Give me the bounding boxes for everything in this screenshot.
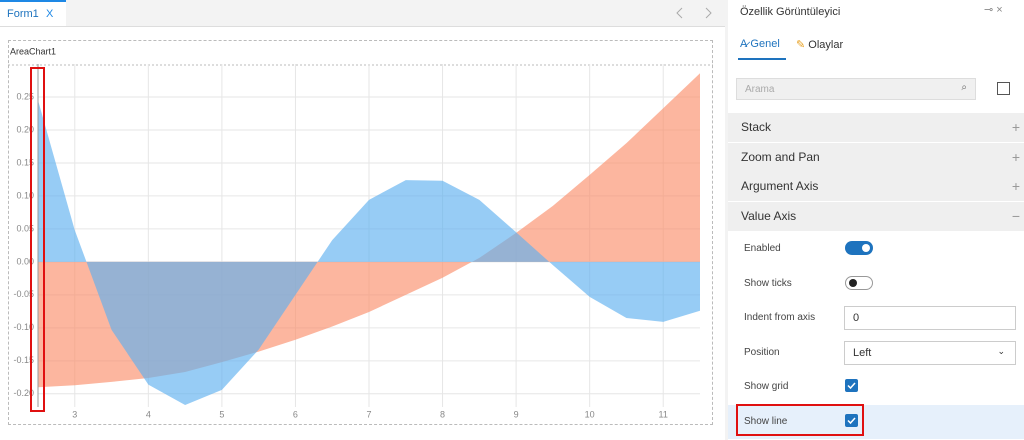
section-label: Stack: [741, 120, 772, 134]
property-row: Show grid: [728, 370, 1024, 404]
property-label: Position: [744, 346, 780, 358]
x-tick-label: 9: [514, 409, 519, 419]
property-row: Show line: [728, 404, 1024, 439]
property-row: Position Left ⌄: [728, 336, 1024, 370]
tab-close[interactable]: X: [46, 8, 54, 20]
x-tick-label: 10: [585, 409, 595, 419]
tab-label: Genel: [750, 38, 780, 50]
chart-title: AreaChart1: [10, 46, 56, 56]
dropdown-arrow: ⌄: [997, 345, 1005, 356]
tab-underline: [738, 58, 786, 60]
tab-bar: Form1 X: [0, 0, 725, 27]
y-tick-label: 0.20: [16, 124, 34, 134]
property-row: Enabled: [728, 232, 1024, 266]
section-header[interactable]: Stack +: [728, 113, 1024, 143]
expand-icon: +: [1011, 119, 1020, 135]
y-tick-label: 0.10: [16, 190, 34, 200]
section-label: Argument Axis: [741, 179, 819, 193]
toggle[interactable]: [845, 275, 873, 290]
toggle-knob: [862, 244, 870, 252]
highlight-box: [736, 404, 864, 436]
property-row: Indent from axis 0: [728, 301, 1024, 335]
y-tick-label: -0.15: [13, 355, 34, 365]
y-tick-label: -0.05: [13, 289, 34, 299]
x-tick-label: 6: [293, 409, 298, 419]
property-panel: Özellik Görüntüleyici ⊸ × A̷ Genel ✎ Ola…: [728, 0, 1024, 440]
text-input[interactable]: 0: [844, 306, 1016, 330]
property-label: Show ticks: [744, 277, 792, 289]
y-tick-label: -0.10: [13, 322, 34, 332]
y-tick-label: -0.20: [13, 388, 34, 398]
expand-icon: +: [1011, 148, 1020, 165]
property-row: Show ticks: [728, 267, 1024, 301]
search-box[interactable]: Arama ⌕: [736, 78, 976, 100]
search-icon: ⌕: [961, 82, 967, 93]
section-header[interactable]: Value Axis −: [728, 201, 1024, 232]
property-label: Show grid: [744, 381, 789, 392]
chart-frame: [8, 40, 713, 425]
pin[interactable]: ⊸ ×: [984, 4, 1003, 16]
tab-olaylar[interactable]: ✎ Olaylar: [796, 39, 844, 51]
toggle[interactable]: [845, 241, 873, 255]
tab-genel[interactable]: A̷ Genel: [740, 38, 780, 50]
x-tick-label: 3: [72, 409, 77, 419]
designer: Form1 X AreaChart1 0.25 0.20 0.15 0.10 0.05 0…: [0, 0, 725, 440]
property-label: Show line: [744, 415, 788, 427]
y-tick-label: 0.25: [16, 91, 34, 101]
x-tick-label: 7: [366, 409, 371, 419]
form-tab[interactable]: Form1 X: [0, 0, 66, 26]
field-value: Left: [853, 346, 872, 359]
area: [38, 100, 700, 406]
x-tick-label: 5: [219, 409, 224, 419]
expand-icon: +: [1011, 178, 1020, 194]
y-tick-label: 0.15: [16, 157, 34, 167]
property-label: Indent from axis: [744, 312, 816, 323]
section-label: Value Axis: [741, 208, 797, 223]
chart: AreaChart1 0.25 0.20 0.15 0.10 0.05 0.00 -0.05…: [8, 46, 713, 419]
tab-title: Form1: [7, 8, 39, 20]
field-value: 0: [853, 312, 860, 324]
highlight-box: [30, 67, 45, 412]
panel-title: Özellik Görüntüleyici: [740, 6, 841, 18]
property-label: Enabled: [744, 243, 781, 254]
section-label: Zoom and Pan: [741, 149, 820, 164]
expand-icon: −: [1011, 207, 1020, 224]
x-tick-label: 11: [659, 409, 668, 419]
checkbox[interactable]: [845, 413, 858, 427]
x-tick-label: 8: [440, 409, 445, 419]
check-mark: [847, 382, 856, 390]
search-placeholder: Arama: [745, 84, 775, 95]
check-mark: [847, 416, 856, 424]
checkbox[interactable]: [845, 379, 858, 392]
nav-arrows[interactable]: [670, 6, 720, 20]
x-tick-label: 4: [146, 409, 151, 419]
toggle-knob: [849, 278, 857, 287]
y-tick-label: 0.05: [16, 223, 34, 233]
section-header[interactable]: Zoom and Pan +: [728, 142, 1024, 173]
y-tick-label: 0.00: [16, 256, 34, 266]
dropdown[interactable]: Left ⌄: [844, 340, 1016, 365]
section-header[interactable]: Argument Axis +: [728, 172, 1024, 202]
tab-label: Olaylar: [808, 39, 844, 51]
expand-button[interactable]: [997, 82, 1010, 95]
